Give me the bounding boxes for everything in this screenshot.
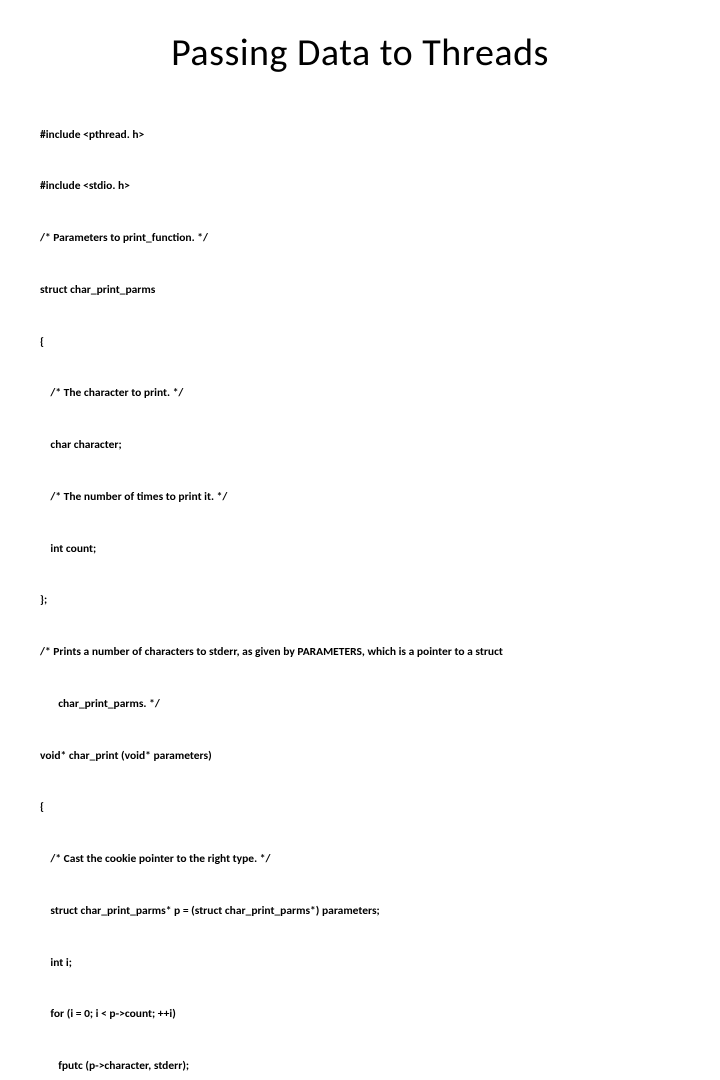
code-block: #include <pthread. h> #include <stdio. h… (40, 92, 680, 1080)
code-line: char character; (40, 437, 680, 454)
page-title: Passing Data to Threads (40, 30, 680, 76)
code-line: /* Parameters to print_function. */ (40, 230, 680, 247)
code-line: #include <pthread. h> (40, 127, 680, 144)
code-line: char_print_parms. */ (40, 696, 680, 713)
code-line: #include <stdio. h> (40, 178, 680, 195)
code-line: }; (40, 592, 680, 609)
code-line: void* char_print (void* parameters) (40, 748, 680, 765)
code-line: fputc (p->character, stderr); (40, 1058, 680, 1075)
code-line: { (40, 799, 680, 816)
code-line: { (40, 334, 680, 351)
code-line: /* Cast the cookie pointer to the right … (40, 851, 680, 868)
code-line: /* The character to print. */ (40, 385, 680, 402)
code-line: /* Prints a number of characters to stde… (40, 644, 680, 661)
code-line: int count; (40, 541, 680, 558)
code-line: int i; (40, 955, 680, 972)
code-line: /* The number of times to print it. */ (40, 489, 680, 506)
code-line: for (i = 0; i < p->count; ++i) (40, 1006, 680, 1023)
code-line: struct char_print_parms (40, 282, 680, 299)
code-line: struct char_print_parms* p = (struct cha… (40, 903, 680, 920)
